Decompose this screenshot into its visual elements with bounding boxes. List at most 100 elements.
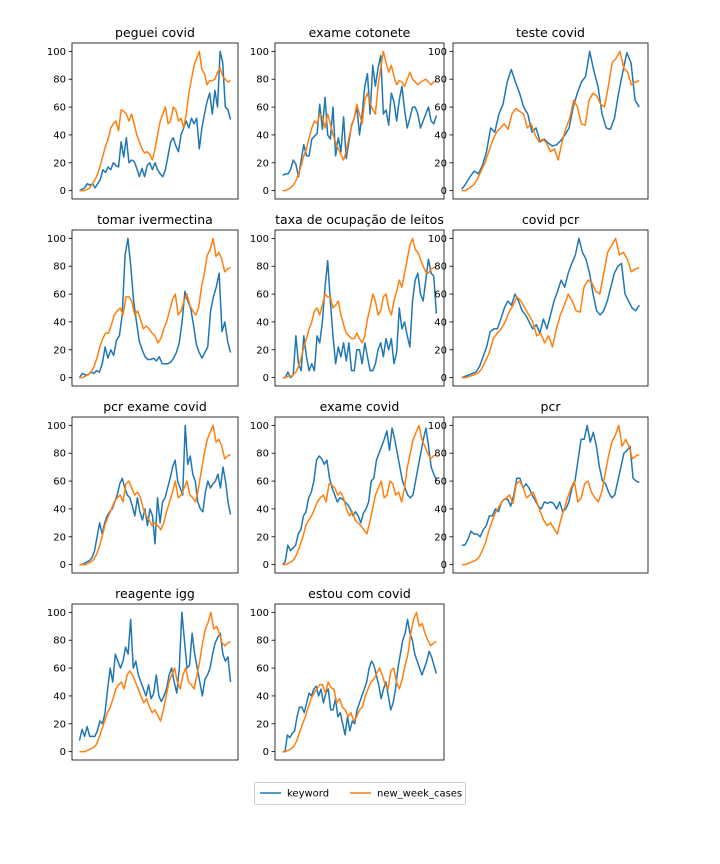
series-line-new-week-cases bbox=[282, 424, 437, 566]
y-tick-label: 20 bbox=[434, 158, 447, 169]
y-tick-label: 0 bbox=[441, 560, 447, 571]
y-tick-label: 20 bbox=[434, 345, 447, 356]
subplot-title: exame cotonete bbox=[309, 25, 411, 40]
y-tick-label: 80 bbox=[434, 75, 447, 86]
series-line-new-week-cases bbox=[282, 50, 437, 192]
y-tick-label: 60 bbox=[434, 103, 447, 114]
y-tick-label: 0 bbox=[60, 747, 66, 758]
y-tick-label: 60 bbox=[256, 103, 269, 114]
y-tick-label: 80 bbox=[256, 262, 269, 273]
y-tick-label: 0 bbox=[263, 560, 269, 571]
plot-frame bbox=[452, 229, 649, 387]
y-tick-label: 60 bbox=[256, 477, 269, 488]
plot-frame bbox=[452, 42, 649, 200]
series-line-keyword bbox=[79, 50, 232, 192]
y-tick-label: 0 bbox=[60, 373, 66, 384]
y-tick-label: 100 bbox=[250, 234, 269, 245]
subplot-4: tomar ivermectina 0 20 40 60 80 100 bbox=[47, 212, 239, 387]
series-line-keyword bbox=[461, 50, 640, 190]
plot-frame bbox=[274, 229, 445, 387]
series-line-new-week-cases bbox=[79, 611, 231, 753]
y-tick-label: 100 bbox=[250, 47, 269, 58]
series-line-new-week-cases bbox=[282, 611, 437, 753]
plot-frame bbox=[71, 229, 239, 387]
y-tick-label: 0 bbox=[60, 560, 66, 571]
y-tick-label: 80 bbox=[434, 262, 447, 273]
y-tick-label: 60 bbox=[434, 477, 447, 488]
subplot-11: estou com covid 0 20 40 60 80 100 bbox=[250, 586, 445, 761]
subplot-5: taxa de ocupação de leitos 0 20 40 60 80 100 bbox=[250, 212, 445, 387]
y-tick-label: 60 bbox=[53, 103, 66, 114]
series-line-new-week-cases bbox=[282, 237, 437, 379]
subplot-title: taxa de ocupação de leitos bbox=[275, 212, 444, 227]
y-tick-label: 60 bbox=[434, 290, 447, 301]
subplot-title: reagente igg bbox=[115, 586, 195, 601]
series-line-new-week-cases bbox=[461, 424, 640, 566]
y-tick-label: 0 bbox=[441, 373, 447, 384]
y-tick-label: 20 bbox=[256, 532, 269, 543]
y-tick-label: 40 bbox=[53, 317, 66, 328]
y-tick-label: 40 bbox=[256, 317, 269, 328]
y-tick-label: 100 bbox=[47, 608, 66, 619]
y-tick-label: 80 bbox=[256, 636, 269, 647]
series-line-keyword bbox=[282, 54, 438, 178]
series-line-keyword bbox=[282, 618, 438, 753]
subplot-title: estou com covid bbox=[308, 586, 411, 601]
series-line-keyword bbox=[461, 424, 640, 546]
y-tick-label: 80 bbox=[53, 75, 66, 86]
series-line-keyword bbox=[282, 258, 438, 379]
y-tick-label: 60 bbox=[53, 664, 66, 675]
y-tick-label: 100 bbox=[428, 421, 447, 432]
y-tick-label: 20 bbox=[53, 532, 66, 543]
subplot-8: exame covid 0 20 40 60 80 100 bbox=[250, 399, 445, 574]
subplot-title: exame covid bbox=[320, 399, 400, 414]
y-tick-label: 80 bbox=[256, 75, 269, 86]
subplot-1: peguei covid 0 20 40 60 80 100 bbox=[47, 25, 239, 200]
y-tick-label: 40 bbox=[256, 504, 269, 515]
subplot-9: pcr 0 20 40 60 80 100 bbox=[428, 399, 649, 574]
y-tick-label: 40 bbox=[434, 130, 447, 141]
plot-frame bbox=[452, 416, 649, 574]
y-tick-label: 100 bbox=[47, 421, 66, 432]
series-line-new-week-cases bbox=[461, 237, 640, 379]
y-tick-label: 20 bbox=[256, 345, 269, 356]
y-tick-label: 80 bbox=[434, 449, 447, 460]
plot-frame bbox=[71, 603, 239, 761]
series-line-new-week-cases bbox=[79, 424, 231, 566]
series-line-keyword bbox=[461, 237, 640, 379]
series-line-keyword bbox=[78, 611, 232, 741]
y-tick-label: 20 bbox=[256, 719, 269, 730]
legend-label: keyword bbox=[287, 789, 329, 800]
y-tick-label: 100 bbox=[250, 608, 269, 619]
subplot-title: peguei covid bbox=[115, 25, 195, 40]
series-line-keyword bbox=[282, 427, 438, 566]
series-line-new-week-cases bbox=[79, 50, 231, 192]
y-tick-label: 80 bbox=[53, 636, 66, 647]
series-line-keyword bbox=[78, 237, 232, 379]
y-tick-label: 60 bbox=[53, 477, 66, 488]
y-tick-label: 60 bbox=[256, 290, 269, 301]
y-tick-label: 40 bbox=[434, 317, 447, 328]
y-tick-label: 60 bbox=[256, 664, 269, 675]
y-tick-label: 40 bbox=[53, 691, 66, 702]
plot-frame bbox=[274, 416, 445, 574]
y-tick-label: 40 bbox=[53, 504, 66, 515]
y-tick-label: 20 bbox=[53, 158, 66, 169]
subplot-title: covid pcr bbox=[522, 212, 580, 227]
y-tick-label: 0 bbox=[60, 186, 66, 197]
subplot-6: covid pcr 0 20 40 60 80 100 bbox=[428, 212, 649, 387]
subplot-3: teste covid 0 20 40 60 80 100 bbox=[428, 25, 649, 200]
series-line-new-week-cases bbox=[461, 50, 640, 192]
y-tick-label: 80 bbox=[53, 262, 66, 273]
y-tick-label: 0 bbox=[263, 747, 269, 758]
y-tick-label: 40 bbox=[434, 504, 447, 515]
y-tick-label: 40 bbox=[256, 130, 269, 141]
series-line-new-week-cases bbox=[79, 237, 231, 379]
y-tick-label: 100 bbox=[428, 234, 447, 245]
y-tick-label: 0 bbox=[263, 373, 269, 384]
y-tick-label: 0 bbox=[441, 186, 447, 197]
y-tick-label: 60 bbox=[53, 290, 66, 301]
subplot-10: reagente igg 0 20 40 60 80 100 bbox=[47, 586, 239, 761]
y-tick-label: 0 bbox=[263, 186, 269, 197]
